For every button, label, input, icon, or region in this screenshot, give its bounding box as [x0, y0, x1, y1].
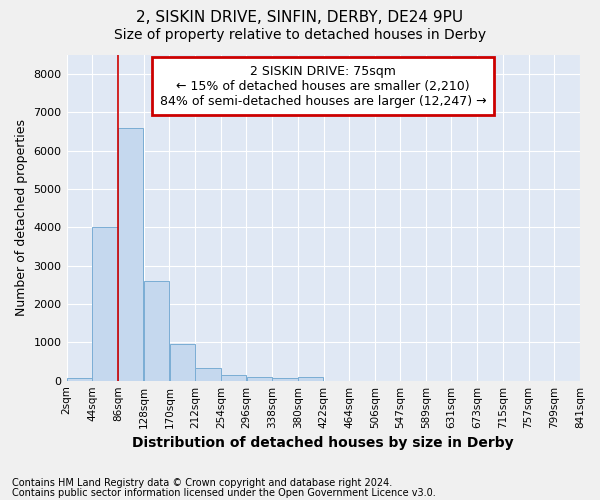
Text: Contains HM Land Registry data © Crown copyright and database right 2024.: Contains HM Land Registry data © Crown c…	[12, 478, 392, 488]
Text: Size of property relative to detached houses in Derby: Size of property relative to detached ho…	[114, 28, 486, 42]
Bar	[92, 228, 118, 380]
Bar	[272, 378, 298, 380]
Text: Contains public sector information licensed under the Open Government Licence v3: Contains public sector information licen…	[12, 488, 436, 498]
Bar	[195, 368, 221, 380]
Text: 2 SISKIN DRIVE: 75sqm
← 15% of detached houses are smaller (2,210)
84% of semi-d: 2 SISKIN DRIVE: 75sqm ← 15% of detached …	[160, 65, 487, 108]
Y-axis label: Number of detached properties: Number of detached properties	[15, 120, 28, 316]
Bar	[144, 281, 169, 380]
X-axis label: Distribution of detached houses by size in Derby: Distribution of detached houses by size …	[133, 436, 514, 450]
Bar	[221, 375, 247, 380]
Bar	[247, 377, 272, 380]
Bar	[298, 377, 323, 380]
Bar	[170, 344, 195, 380]
Text: 2, SISKIN DRIVE, SINFIN, DERBY, DE24 9PU: 2, SISKIN DRIVE, SINFIN, DERBY, DE24 9PU	[136, 10, 464, 25]
Bar	[67, 378, 92, 380]
Bar	[118, 128, 143, 380]
